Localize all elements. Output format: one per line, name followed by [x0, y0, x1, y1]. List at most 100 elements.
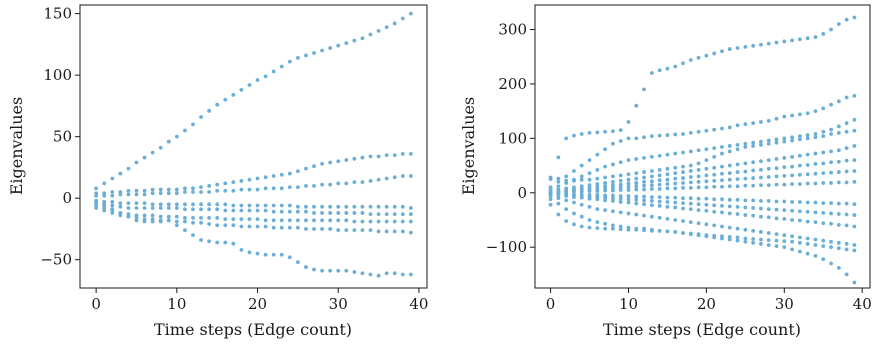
right-data-point — [603, 195, 608, 200]
left-data-point — [166, 218, 171, 223]
right-data-point — [579, 163, 584, 168]
left-data-point — [247, 250, 252, 255]
left-data-point — [376, 177, 381, 182]
right-data-point — [735, 170, 740, 174]
left-data-point — [134, 188, 139, 193]
right-data-point — [611, 179, 615, 184]
right-data-point — [821, 161, 826, 166]
right-data-point — [634, 212, 639, 217]
right-data-point — [642, 183, 646, 188]
right-data-point — [836, 22, 841, 26]
right-data-point — [727, 163, 732, 168]
right-data-point — [587, 130, 592, 135]
left-data-point — [392, 219, 397, 224]
right-data-point — [852, 224, 857, 229]
right-data-point — [626, 181, 631, 186]
right-data-point — [681, 201, 685, 206]
right-data-point — [712, 203, 717, 208]
left-data-point — [320, 218, 324, 223]
right-data-point — [727, 197, 732, 202]
right-data-point — [743, 239, 748, 244]
right-data-point — [618, 160, 623, 165]
right-data-point — [829, 149, 833, 154]
right-data-point — [626, 184, 631, 189]
left-data-point — [191, 233, 195, 237]
right-data-point — [766, 158, 771, 163]
right-data-point — [735, 205, 740, 209]
right-data-point — [813, 35, 818, 40]
right-data-point — [836, 246, 841, 251]
left-data-point — [126, 206, 131, 210]
right-data-point — [696, 221, 701, 226]
left-data-point — [344, 228, 349, 233]
left-data-point — [360, 204, 365, 209]
right-data-point — [572, 178, 576, 183]
right-data-point — [766, 41, 771, 46]
right-data-point — [642, 87, 646, 92]
left-data-point — [392, 229, 397, 234]
left-data-point — [247, 203, 252, 208]
left-data-point — [312, 227, 316, 231]
right-data-point — [790, 38, 794, 43]
right-data-point — [829, 102, 833, 107]
right-data-point — [548, 175, 553, 180]
right-data-point — [782, 199, 787, 204]
right-data-point — [759, 242, 763, 246]
right-data-point — [829, 211, 833, 216]
right-data-point — [634, 171, 639, 176]
right-data-point — [626, 177, 631, 182]
right-data-point — [766, 238, 771, 243]
right-data-point — [657, 133, 662, 138]
right-data-point — [712, 127, 717, 132]
right-data-point — [743, 183, 748, 188]
left-data-point — [126, 214, 131, 219]
right-data-point — [766, 175, 771, 179]
right-data-point — [681, 219, 685, 223]
left-data-point — [392, 153, 397, 158]
right-data-point — [626, 172, 631, 177]
right-data-point — [649, 169, 654, 173]
right-data-point — [774, 232, 779, 237]
right-data-point — [751, 43, 756, 48]
left-data-point — [126, 166, 131, 171]
right-data-point — [587, 183, 592, 188]
right-data-point — [821, 106, 826, 111]
left-data-point — [344, 218, 349, 223]
right-data-point — [657, 178, 662, 183]
right-data-point — [720, 224, 724, 229]
right-data-point — [579, 189, 584, 194]
right-data-point — [587, 177, 592, 182]
right-data-point — [836, 212, 841, 216]
left-data-point — [199, 207, 203, 212]
left-data-point — [279, 172, 284, 177]
right-data-point — [572, 169, 576, 173]
right-data-point — [836, 170, 841, 174]
right-data-point — [797, 172, 802, 177]
right-data-point — [618, 194, 623, 198]
right-data-point — [681, 206, 685, 211]
left-data-point — [247, 224, 252, 229]
left-data-point — [336, 43, 341, 48]
right-y-tick-label: −100 — [486, 238, 527, 256]
left-data-point — [279, 64, 284, 69]
right-data-point — [665, 152, 670, 157]
right-data-point — [657, 168, 662, 172]
right-data-point — [696, 196, 701, 201]
left-data-point — [400, 16, 405, 21]
right-data-point — [665, 133, 670, 137]
right-data-point — [572, 200, 576, 205]
left-data-point — [126, 192, 131, 197]
right-data-point — [704, 147, 709, 152]
left-x-tick-label: 0 — [91, 295, 101, 313]
left-data-point — [239, 247, 244, 252]
right-data-point — [587, 218, 592, 222]
right-data-point — [618, 128, 623, 133]
left-data-point — [408, 206, 413, 210]
right-data-point — [642, 198, 646, 203]
left-data-point — [118, 204, 123, 209]
right-data-point — [720, 203, 724, 208]
left-data-point — [336, 181, 341, 186]
right-data-point — [696, 174, 701, 179]
right-data-point — [782, 165, 787, 170]
right-data-point — [805, 200, 810, 205]
